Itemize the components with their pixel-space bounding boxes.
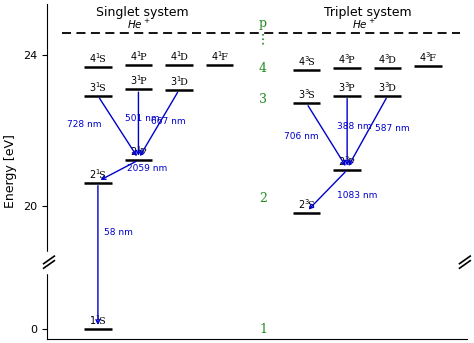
Text: 4: 4: [259, 62, 267, 75]
Text: 587 nm: 587 nm: [375, 124, 410, 133]
Text: Triplet system: Triplet system: [324, 7, 411, 19]
Y-axis label: Energy [eV]: Energy [eV]: [4, 134, 17, 209]
Text: $4^1\!$D: $4^1\!$D: [170, 49, 188, 63]
Text: $4^1\!$F: $4^1\!$F: [210, 49, 228, 63]
Text: $4^3\!$S: $4^3\!$S: [298, 55, 315, 68]
Text: $4^3\!$D: $4^3\!$D: [378, 52, 397, 66]
Text: $2^1\!$P: $2^1\!$P: [129, 144, 147, 158]
Text: $2^3\!$S: $2^3\!$S: [298, 197, 315, 211]
Text: $2^3\!$P: $2^3\!$P: [338, 154, 356, 168]
Text: 667 nm: 667 nm: [151, 117, 186, 126]
Text: $4^1\!$P: $4^1\!$P: [129, 49, 147, 63]
Text: 2059 nm: 2059 nm: [127, 164, 167, 173]
Text: $4^3\!$P: $4^3\!$P: [338, 52, 356, 66]
Text: 3: 3: [259, 93, 267, 106]
Text: $3^3\!$S: $3^3\!$S: [298, 87, 315, 101]
Text: 1083 nm: 1083 nm: [337, 191, 378, 200]
Text: $3^1\!$D: $3^1\!$D: [170, 74, 188, 88]
Text: 728 nm: 728 nm: [67, 120, 102, 129]
Text: $3^3\!$P: $3^3\!$P: [338, 80, 356, 94]
Text: p: p: [259, 17, 267, 30]
Text: $4^1\!$S: $4^1\!$S: [89, 51, 107, 65]
Text: $3^3\!$D: $3^3\!$D: [378, 80, 397, 94]
Text: Singlet system: Singlet system: [96, 7, 189, 19]
Text: $He^+$: $He^+$: [352, 18, 376, 31]
Text: $2^1\!$S: $2^1\!$S: [89, 167, 107, 181]
Text: 2: 2: [259, 191, 267, 204]
Text: 706 nm: 706 nm: [283, 132, 319, 141]
Text: 1: 1: [259, 323, 267, 336]
Text: $He^+$: $He^+$: [127, 18, 150, 31]
Text: $4^3\!$F: $4^3\!$F: [419, 50, 437, 64]
Text: 388 nm: 388 nm: [337, 122, 372, 131]
Text: 501 nm: 501 nm: [126, 114, 160, 123]
Text: $1^1\!$S: $1^1\!$S: [89, 314, 107, 327]
Text: $3^1\!$S: $3^1\!$S: [89, 80, 107, 94]
Text: 58 nm: 58 nm: [104, 228, 133, 237]
Text: $3^1\!$P: $3^1\!$P: [129, 73, 147, 87]
